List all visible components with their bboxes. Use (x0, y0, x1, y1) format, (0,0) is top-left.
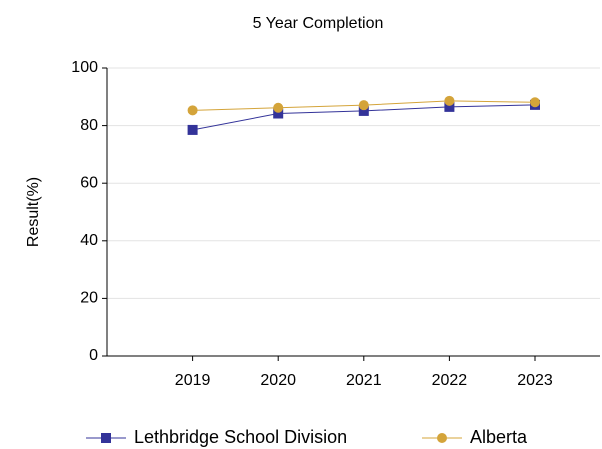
x-tick-label: 2019 (175, 372, 211, 389)
data-point (444, 101, 455, 112)
x-tick-label: 2022 (432, 372, 468, 389)
chart-title: 5 Year Completion (253, 15, 384, 32)
y-tick-label: 20 (80, 290, 98, 307)
data-point (530, 97, 540, 108)
y-axis-label: Result(%) (25, 177, 42, 247)
y-tick-label: 60 (80, 174, 98, 191)
y-tick-label: 100 (71, 59, 98, 76)
data-point (358, 105, 369, 116)
y-tick-label: 40 (80, 232, 98, 249)
y-tick-label: 0 (89, 347, 98, 364)
data-point (187, 105, 198, 116)
y-tick-label: 80 (80, 117, 98, 134)
legend-label: Alberta (470, 427, 528, 447)
legend-label: Lethbridge School Division (134, 427, 347, 447)
legend-marker (437, 433, 447, 443)
data-point (358, 100, 369, 111)
data-point (187, 124, 198, 135)
x-tick-label: 2020 (260, 372, 296, 389)
x-tick-label: 2023 (517, 372, 553, 389)
data-point (444, 95, 455, 106)
data-point (273, 108, 284, 119)
x-tick-label: 2021 (346, 372, 382, 389)
data-point (273, 102, 284, 113)
legend-marker (101, 433, 111, 443)
